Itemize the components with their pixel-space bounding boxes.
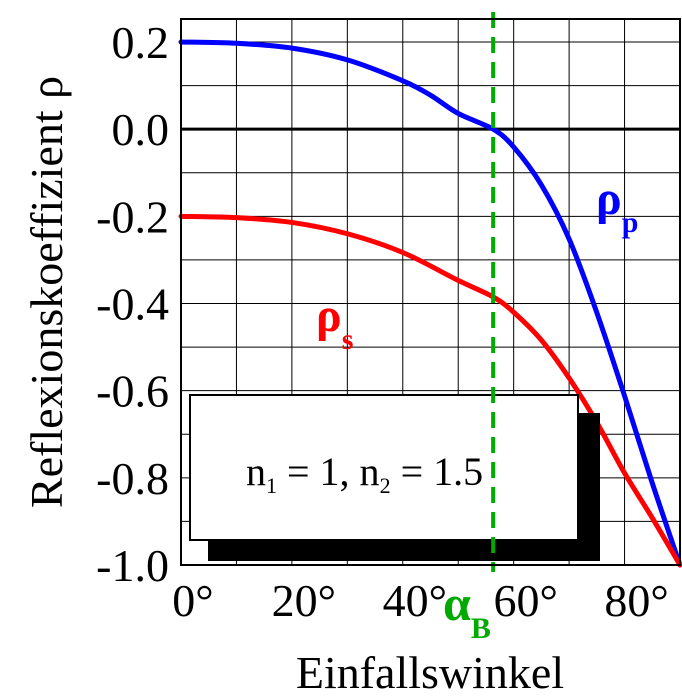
rho-s-main: ρ xyxy=(316,289,342,342)
plot-frame xyxy=(180,18,681,566)
y-tick-label: -1.0 xyxy=(96,540,169,591)
tick-layer: 0.2 0.0 -0.2 -0.4 -0.6 -0.8 -1.00° 20° 40° 60° 80° xyxy=(96,17,669,626)
y-tick-label: 0.0 xyxy=(112,104,170,155)
x-axis-title: Einfallswinkel xyxy=(296,647,564,698)
box-n1: n xyxy=(246,449,266,494)
box-end: = 1.5 xyxy=(391,449,484,494)
box-n2-sub: 2 xyxy=(380,473,391,498)
rho-s-label: ρs xyxy=(316,289,353,356)
x-tick-label: 60° xyxy=(493,575,557,626)
rho-p-main: ρ xyxy=(596,172,622,225)
box-text: n1 = 1, n2 = 1.5 xyxy=(246,449,483,498)
y-tick-label: 0.2 xyxy=(112,17,170,68)
rho-p-label: ρp xyxy=(596,172,638,239)
alpha-main: α xyxy=(443,575,471,631)
series-line-rho-p xyxy=(178,39,682,568)
box-frame xyxy=(189,394,579,541)
y-tick-label: -0.6 xyxy=(96,366,169,417)
x-tick-label: 80° xyxy=(604,575,668,626)
rho-p-sub: p xyxy=(622,206,639,239)
refractive-index-box: n1 = 1, n2 = 1.5 xyxy=(189,394,600,561)
alpha-sub: B xyxy=(471,612,491,645)
y-axis-title: Reflexionskoeffizient ρ xyxy=(21,76,72,508)
y-tick-label: -0.8 xyxy=(96,453,169,504)
x-tick-label: 20° xyxy=(272,575,336,626)
y-tick-label: -0.4 xyxy=(96,279,169,330)
box-n1-sub: 1 xyxy=(266,473,277,498)
alpha-b-label: αB xyxy=(443,575,491,645)
series-layer xyxy=(178,39,682,568)
y-tick-label: -0.2 xyxy=(96,191,169,242)
x-tick-label: 40° xyxy=(383,575,447,626)
rho-s-sub: s xyxy=(342,323,354,356)
series-line-rho-s xyxy=(178,213,682,568)
x-tick-label: 0° xyxy=(172,575,213,626)
box-mid: = 1, n xyxy=(277,449,380,494)
